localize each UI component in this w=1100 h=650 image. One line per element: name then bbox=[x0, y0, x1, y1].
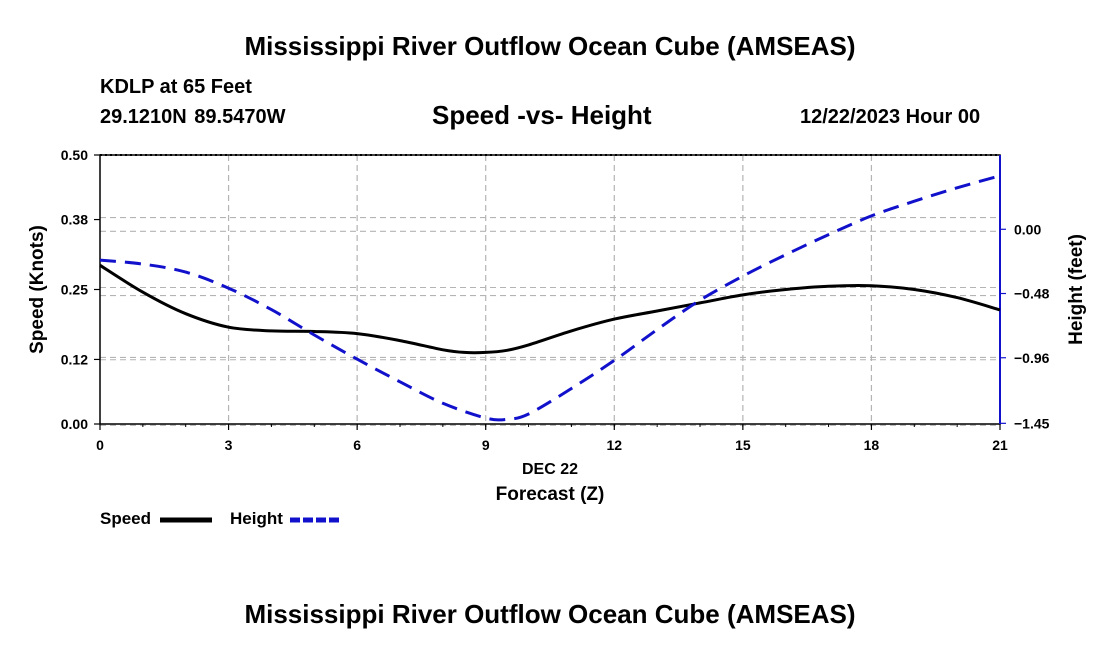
x-axis-date: DEC 22 bbox=[522, 461, 578, 478]
chart-subtitle: Speed -vs- Height bbox=[432, 100, 652, 130]
ticks-layer bbox=[94, 154, 1006, 430]
station-name: KDLP at 65 Feet bbox=[100, 76, 252, 98]
x-axis-title: Forecast (Z) bbox=[496, 484, 605, 505]
height-series-line bbox=[99, 174, 1001, 422]
grid-layer bbox=[100, 155, 1000, 426]
labels-layer: 0 3 6 9 12 15 18 21 0.00 0.12 0.25 0.38 0.50 −1.45 −0.… bbox=[27, 147, 1087, 505]
y-left-axis-title: Speed (Knots) bbox=[27, 225, 48, 354]
x-tick-label: 0 bbox=[96, 437, 104, 453]
y-right-tick-label: −0.48 bbox=[1014, 286, 1050, 302]
y-right-axis-title: Height (feet) bbox=[1066, 234, 1087, 345]
x-tick-label: 6 bbox=[353, 437, 361, 453]
y-right-tick-label: −1.45 bbox=[1014, 415, 1050, 431]
x-tick-label: 9 bbox=[482, 437, 490, 453]
x-tick-label: 3 bbox=[225, 437, 233, 453]
series-layer bbox=[99, 174, 1001, 422]
station-coordinates: 29.1210N 89.5470W bbox=[100, 106, 286, 128]
legend-height-label: Height bbox=[230, 509, 283, 528]
footer-title: Mississippi River Outflow Ocean Cube (AM… bbox=[244, 599, 856, 629]
y-left-tick-label: 0.50 bbox=[61, 147, 88, 163]
x-tick-label: 15 bbox=[735, 437, 751, 453]
forecast-run-date: 12/22/2023 Hour 00 bbox=[800, 106, 981, 128]
x-tick-label: 12 bbox=[606, 437, 622, 453]
x-tick-label: 18 bbox=[864, 437, 880, 453]
chart-main-title: Mississippi River Outflow Ocean Cube (AM… bbox=[244, 31, 856, 61]
y-right-tick-label: 0.00 bbox=[1014, 221, 1041, 237]
y-left-tick-label: 0.00 bbox=[61, 416, 88, 432]
y-left-tick-label: 0.25 bbox=[61, 282, 88, 298]
y-left-tick-label: 0.38 bbox=[61, 212, 88, 228]
x-tick-label: 21 bbox=[992, 437, 1008, 453]
y-left-tick-label: 0.12 bbox=[61, 351, 88, 367]
y-right-tick-label: −0.96 bbox=[1014, 350, 1050, 366]
speed-series-line bbox=[99, 264, 1001, 355]
legend-speed-label: Speed bbox=[100, 509, 152, 528]
